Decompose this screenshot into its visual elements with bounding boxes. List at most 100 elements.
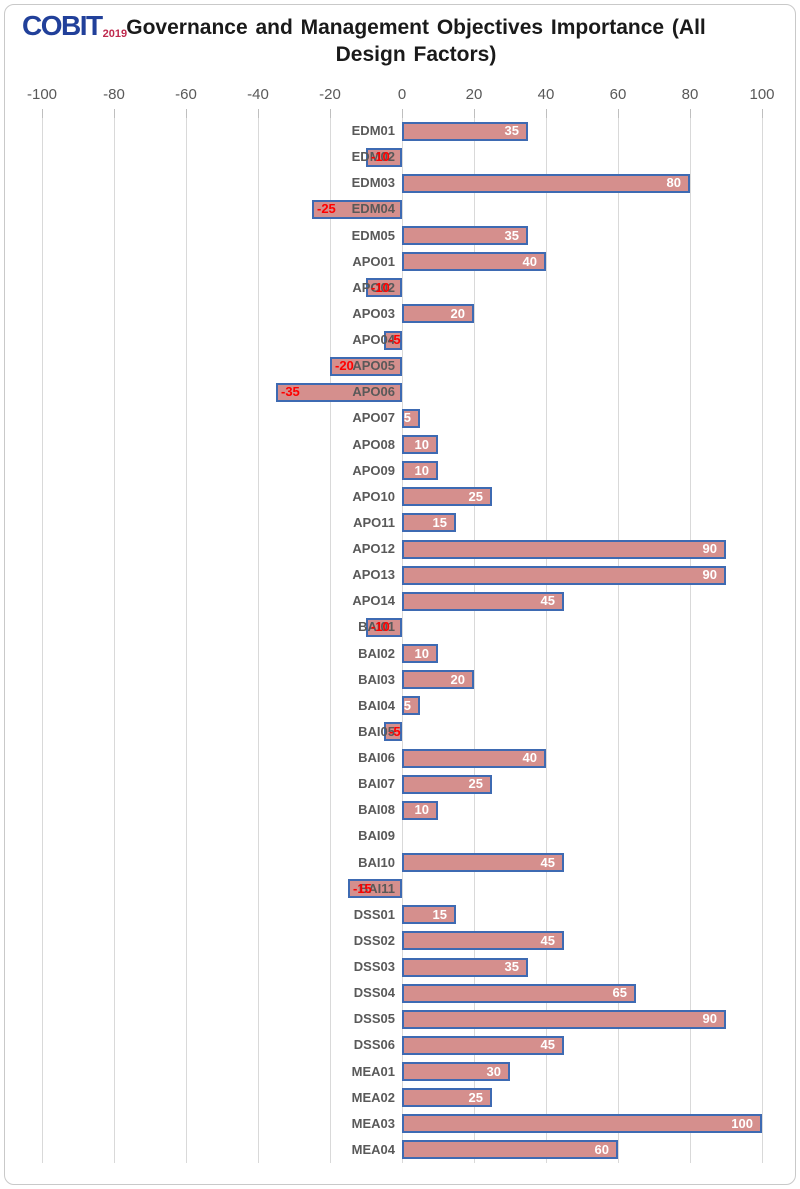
x-axis-tick-label: 0 <box>397 86 407 103</box>
category-label-BAI05: BAI05 <box>358 723 395 739</box>
bar-MEA01 <box>402 1062 510 1082</box>
category-label-DSS01: DSS01 <box>353 906 395 922</box>
gridline-x-20 <box>473 118 475 1163</box>
value-label-APO09: 10 <box>414 462 429 478</box>
gridline-x--100 <box>41 118 43 1163</box>
bar-MEA04 <box>402 1140 618 1160</box>
gridline-x-60 <box>617 118 619 1163</box>
bar-BAI02 <box>402 644 438 664</box>
value-label-APO14: 45 <box>540 593 555 609</box>
x-axis-tick-label: -100 <box>26 86 58 103</box>
category-label-MEA02: MEA02 <box>351 1089 395 1105</box>
tickmark-x-100 <box>761 109 763 118</box>
x-axis-tick-label: -20 <box>319 86 341 103</box>
category-label-APO12: APO12 <box>352 541 395 557</box>
tickmark-x-40 <box>545 109 547 118</box>
tickmark-x--60 <box>185 109 187 118</box>
bar-APO07 <box>402 408 420 428</box>
plot-area: EDM01 35 EDM02 -10 EDM03 80 EDM04 -25 EDM05 35 APO… <box>41 109 763 1163</box>
category-label-APO01: APO01 <box>352 253 395 269</box>
category-label-BAI02: BAI02 <box>358 645 395 661</box>
tickmark-x-0 <box>401 109 403 118</box>
bar-DSS06 <box>402 1035 564 1055</box>
value-label-BAI06: 40 <box>522 750 537 766</box>
value-label-APO12: 90 <box>702 541 717 557</box>
value-label-DSS02: 45 <box>540 932 555 948</box>
category-label-BAI09: BAI09 <box>358 828 395 844</box>
category-label-APO04: APO04 <box>352 332 395 348</box>
tickmark-x-80 <box>689 109 691 118</box>
category-label-APO10: APO10 <box>352 488 395 504</box>
value-label-DSS06: 45 <box>540 1037 555 1053</box>
gridline-x--60 <box>185 118 187 1163</box>
tickmark-x--100 <box>41 109 43 118</box>
tickmark-x--80 <box>113 109 115 118</box>
bar-MEA03 <box>402 1114 762 1134</box>
value-label-MEA02: 25 <box>468 1089 483 1105</box>
bar-MEA02 <box>402 1088 492 1108</box>
gridline-x--40 <box>257 118 259 1163</box>
gridline-x--20 <box>329 118 331 1163</box>
category-label-EDM05: EDM05 <box>351 227 395 243</box>
bar-APO02 <box>366 278 402 298</box>
value-label-APO06: -35 <box>281 384 300 400</box>
category-label-DSS03: DSS03 <box>353 959 395 975</box>
value-label-BAI01: -10 <box>371 619 390 635</box>
category-label-APO14: APO14 <box>352 593 395 609</box>
category-label-APO02: APO02 <box>352 279 395 295</box>
tickmark-x--20 <box>329 109 331 118</box>
value-label-EDM02: -10 <box>371 149 390 165</box>
bar-DSS04 <box>402 983 636 1003</box>
value-label-APO07: 5 <box>403 410 411 426</box>
bar-BAI03 <box>402 670 474 690</box>
logo-year-text: 2019 <box>102 28 128 40</box>
category-label-EDM04: EDM04 <box>351 201 395 217</box>
value-label-APO11: 15 <box>432 514 447 530</box>
bar-EDM01 <box>402 121 528 141</box>
category-label-EDM01: EDM01 <box>351 123 395 139</box>
x-axis-tick-label: -80 <box>103 86 125 103</box>
bar-DSS01 <box>402 905 456 925</box>
category-label-MEA03: MEA03 <box>351 1115 395 1131</box>
category-label-APO13: APO13 <box>352 567 395 583</box>
category-label-APO08: APO08 <box>352 436 395 452</box>
gridline-x-40 <box>545 118 547 1163</box>
bar-APO13 <box>402 565 726 585</box>
value-label-BAI11: -15 <box>353 880 372 896</box>
category-label-DSS05: DSS05 <box>353 1011 395 1027</box>
gridline-x-100 <box>761 118 763 1163</box>
x-axis-tick-label: 60 <box>609 86 627 103</box>
bar-BAI07 <box>402 774 492 794</box>
value-label-BAI08: 10 <box>414 802 429 818</box>
category-label-EDM03: EDM03 <box>351 175 395 191</box>
category-label-DSS06: DSS06 <box>353 1037 395 1053</box>
category-label-APO09: APO09 <box>352 462 395 478</box>
gridline-x--80 <box>113 118 115 1163</box>
x-axis-tick-label: 20 <box>465 86 483 103</box>
value-label-DSS01: 15 <box>432 906 447 922</box>
category-label-APO11: APO11 <box>353 514 395 530</box>
x-axis-tick-label: 80 <box>681 86 699 103</box>
category-label-BAI06: BAI06 <box>358 750 395 766</box>
value-label-BAI03: 20 <box>450 671 465 687</box>
category-label-BAI03: BAI03 <box>358 671 395 687</box>
category-label-BAI08: BAI08 <box>358 802 395 818</box>
value-label-MEA01: 30 <box>486 1063 501 1079</box>
bar-EDM02 <box>366 147 402 167</box>
bar-BAI04 <box>402 696 420 716</box>
x-axis-tick-label: 40 <box>537 86 555 103</box>
value-label-DSS03: 35 <box>504 959 519 975</box>
category-label-APO06: APO06 <box>352 384 395 400</box>
bar-BAI06 <box>402 748 546 768</box>
value-label-BAI05: -5 <box>389 723 401 739</box>
gridline-x-0 <box>401 118 403 1163</box>
bar-DSS02 <box>402 931 564 951</box>
value-label-BAI10: 45 <box>540 854 555 870</box>
tickmark-x-20 <box>473 109 475 118</box>
bar-APO05 <box>330 356 402 376</box>
bar-BAI05 <box>384 722 402 742</box>
category-label-MEA04: MEA04 <box>351 1141 395 1157</box>
bar-DSS05 <box>402 1009 726 1029</box>
bar-APO01 <box>402 252 546 272</box>
